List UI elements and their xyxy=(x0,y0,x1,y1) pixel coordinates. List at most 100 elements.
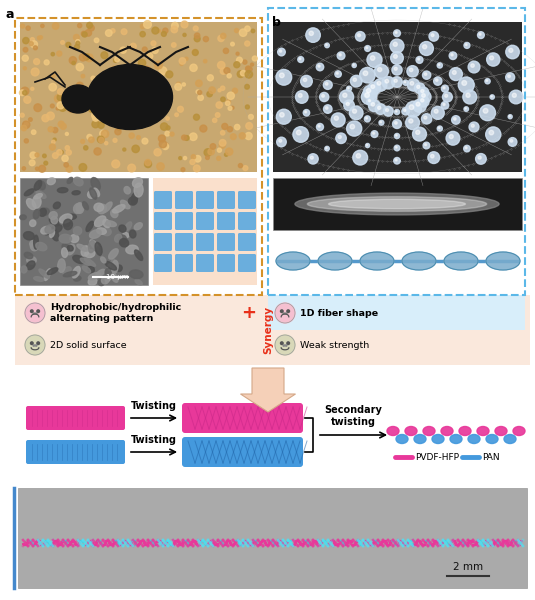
Circle shape xyxy=(22,55,28,61)
Circle shape xyxy=(299,94,302,97)
Ellipse shape xyxy=(504,434,516,443)
Circle shape xyxy=(423,71,431,79)
Circle shape xyxy=(365,46,371,52)
Circle shape xyxy=(207,91,212,97)
Ellipse shape xyxy=(33,209,40,219)
Circle shape xyxy=(140,68,147,75)
Circle shape xyxy=(487,53,500,66)
Circle shape xyxy=(218,61,225,69)
Circle shape xyxy=(193,50,198,55)
Ellipse shape xyxy=(129,270,143,278)
Circle shape xyxy=(326,44,327,46)
Circle shape xyxy=(145,160,151,166)
Circle shape xyxy=(253,56,257,61)
Circle shape xyxy=(471,124,474,127)
FancyBboxPatch shape xyxy=(20,22,257,172)
Circle shape xyxy=(368,82,380,94)
Circle shape xyxy=(115,128,121,135)
Circle shape xyxy=(441,85,448,92)
Circle shape xyxy=(392,65,402,75)
Circle shape xyxy=(220,68,227,74)
Circle shape xyxy=(198,95,203,100)
Ellipse shape xyxy=(432,434,444,443)
Ellipse shape xyxy=(59,234,72,243)
Circle shape xyxy=(418,87,429,98)
Circle shape xyxy=(227,127,233,132)
Circle shape xyxy=(177,82,180,86)
Ellipse shape xyxy=(49,212,57,220)
Circle shape xyxy=(120,77,126,83)
Circle shape xyxy=(87,22,93,28)
Circle shape xyxy=(276,70,292,85)
Circle shape xyxy=(468,61,480,73)
Ellipse shape xyxy=(105,274,112,283)
FancyBboxPatch shape xyxy=(182,437,303,467)
Circle shape xyxy=(158,135,165,142)
Circle shape xyxy=(112,160,120,168)
Circle shape xyxy=(406,116,419,130)
FancyBboxPatch shape xyxy=(238,212,256,230)
Circle shape xyxy=(251,29,255,32)
Circle shape xyxy=(431,106,444,119)
Circle shape xyxy=(163,28,168,33)
Circle shape xyxy=(232,88,238,94)
Circle shape xyxy=(162,143,169,149)
Circle shape xyxy=(146,90,150,94)
Circle shape xyxy=(140,24,145,29)
Circle shape xyxy=(323,80,332,89)
Circle shape xyxy=(32,130,36,134)
Circle shape xyxy=(142,138,148,144)
Circle shape xyxy=(407,65,418,77)
Circle shape xyxy=(151,41,156,46)
Circle shape xyxy=(374,64,388,78)
Ellipse shape xyxy=(129,230,136,238)
Circle shape xyxy=(280,113,284,117)
Circle shape xyxy=(182,83,186,86)
Circle shape xyxy=(478,156,481,159)
Circle shape xyxy=(371,103,374,106)
Circle shape xyxy=(375,104,386,115)
Circle shape xyxy=(301,76,312,87)
Circle shape xyxy=(98,137,104,143)
Circle shape xyxy=(364,116,370,122)
Circle shape xyxy=(308,154,318,164)
FancyBboxPatch shape xyxy=(26,406,125,430)
Ellipse shape xyxy=(51,217,58,224)
Circle shape xyxy=(142,47,147,52)
Text: 10 μm: 10 μm xyxy=(105,274,128,280)
Circle shape xyxy=(394,122,397,124)
Ellipse shape xyxy=(45,225,55,233)
Circle shape xyxy=(378,67,382,71)
Circle shape xyxy=(422,113,432,124)
Circle shape xyxy=(465,147,467,149)
Circle shape xyxy=(208,149,215,155)
Circle shape xyxy=(277,137,286,147)
Ellipse shape xyxy=(74,177,83,186)
Circle shape xyxy=(109,82,113,86)
Circle shape xyxy=(171,26,178,33)
Circle shape xyxy=(478,32,484,38)
Circle shape xyxy=(155,61,163,69)
FancyBboxPatch shape xyxy=(196,233,214,251)
Circle shape xyxy=(431,34,434,37)
Ellipse shape xyxy=(63,271,77,277)
Text: 2 mm: 2 mm xyxy=(453,562,483,572)
Ellipse shape xyxy=(34,235,39,249)
Circle shape xyxy=(353,64,354,65)
Ellipse shape xyxy=(97,228,106,235)
Circle shape xyxy=(319,92,329,101)
Circle shape xyxy=(350,124,355,129)
Ellipse shape xyxy=(486,252,520,270)
Circle shape xyxy=(506,45,519,59)
Circle shape xyxy=(384,106,393,116)
Circle shape xyxy=(172,22,178,29)
Circle shape xyxy=(20,24,25,28)
Circle shape xyxy=(338,136,341,139)
Circle shape xyxy=(30,342,33,344)
FancyBboxPatch shape xyxy=(217,191,235,209)
Circle shape xyxy=(111,29,115,33)
Ellipse shape xyxy=(74,276,81,281)
Circle shape xyxy=(128,164,135,172)
Ellipse shape xyxy=(27,257,36,264)
Circle shape xyxy=(91,76,95,80)
